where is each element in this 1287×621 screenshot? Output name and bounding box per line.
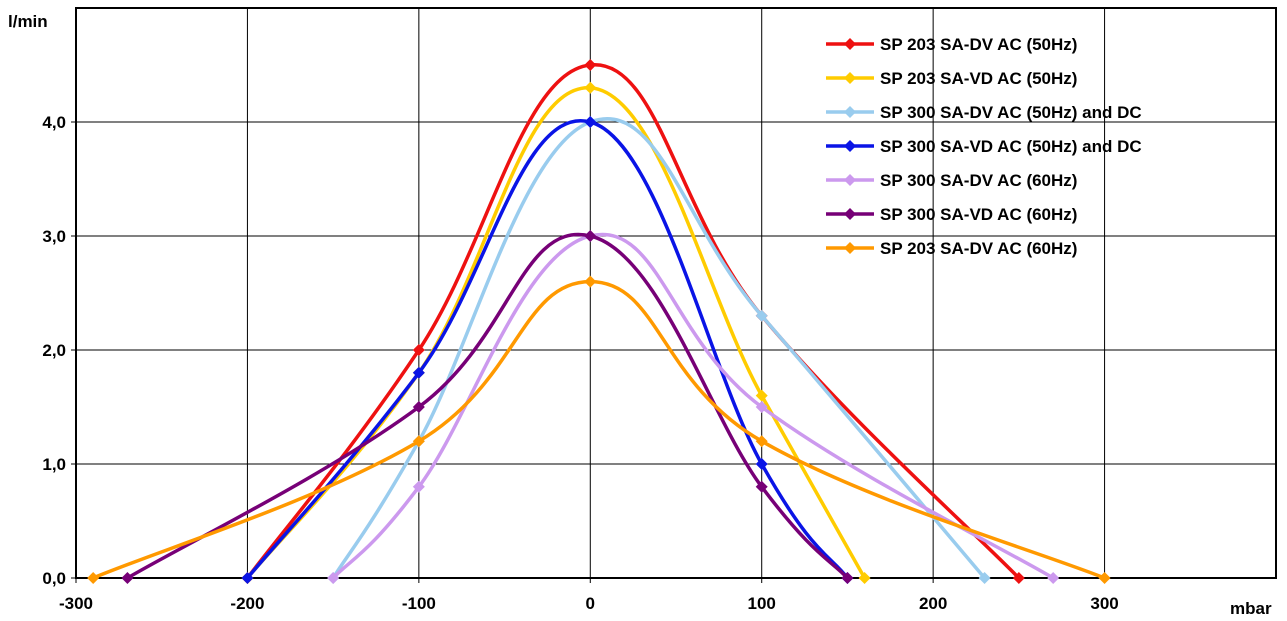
x-axis-unit: mbar (1230, 599, 1272, 618)
legend-label: SP 203 SA-VD AC (50Hz) (880, 69, 1077, 88)
data-point-marker (755, 389, 768, 402)
data-point-marker (1012, 572, 1025, 584)
legend-label: SP 203 SA-DV AC (50Hz) (880, 35, 1077, 54)
y-tick-label: 1,0 (42, 455, 66, 474)
data-series (87, 59, 1111, 584)
x-tick-label: -100 (402, 594, 436, 613)
legend-marker (844, 242, 856, 254)
y-tick-label: 4,0 (42, 113, 66, 132)
series-path (126, 232, 849, 580)
legend-item: SP 203 SA-VD AC (50Hz) (826, 69, 1077, 88)
x-tick-label: 100 (748, 594, 776, 613)
x-tick-label: 0 (586, 594, 595, 613)
data-point-marker (241, 572, 254, 584)
series-path (92, 279, 1106, 580)
data-point-marker (755, 480, 768, 493)
series-path (246, 118, 849, 580)
x-tick-label: 300 (1090, 594, 1118, 613)
legend-marker (844, 106, 856, 118)
data-point-marker (121, 572, 134, 584)
series-path (331, 232, 1055, 580)
y-tick-label: 3,0 (42, 227, 66, 246)
data-point-marker (755, 309, 768, 322)
plot-area-border (75, 7, 1277, 579)
legend-item: SP 300 SA-DV AC (50Hz) and DC (826, 103, 1142, 122)
y-tick-label: 2,0 (42, 341, 66, 360)
legend-label: SP 300 SA-DV AC (60Hz) (880, 171, 1077, 190)
series-path (246, 86, 867, 580)
series-line (327, 230, 1060, 584)
legend-marker (844, 208, 856, 220)
y-tick-label: 0,0 (42, 569, 66, 588)
legend-label: SP 300 SA-DV AC (50Hz) and DC (880, 103, 1142, 122)
data-point-marker (1098, 572, 1111, 584)
legend-marker (844, 38, 856, 50)
legend-item: SP 300 SA-VD AC (50Hz) and DC (826, 137, 1142, 156)
data-point-marker (584, 81, 597, 94)
data-point-marker (412, 401, 425, 413)
grid-lines (71, 8, 1276, 583)
data-point-marker (412, 344, 425, 356)
data-point-marker (1047, 572, 1060, 584)
series-path (331, 117, 986, 580)
data-point-marker (755, 435, 768, 448)
x-axis-tick-labels: -300 -200 -100 0 100 200 300 (59, 594, 1119, 613)
data-point-marker (87, 572, 100, 584)
legend-label: SP 300 SA-VD AC (50Hz) and DC (880, 137, 1142, 156)
data-point-marker (584, 275, 597, 288)
y-axis-tick-labels: 0,0 1,0 2,0 3,0 4,0 (42, 113, 66, 588)
series-line (87, 275, 1111, 584)
series-line (121, 230, 854, 584)
legend-item: SP 300 SA-DV AC (60Hz) (826, 171, 1077, 190)
data-point-marker (327, 572, 340, 584)
legend-marker (844, 72, 856, 84)
legend-marker (844, 140, 856, 152)
legend-item: SP 300 SA-VD AC (60Hz) (826, 205, 1077, 224)
data-point-marker (755, 401, 768, 413)
legend-label: SP 300 SA-VD AC (60Hz) (880, 205, 1077, 224)
data-point-marker (412, 366, 425, 379)
data-point-marker (584, 230, 597, 242)
data-point-marker (858, 572, 871, 584)
data-point-marker (978, 572, 991, 584)
data-point-marker (584, 59, 597, 71)
legend-item: SP 203 SA-DV AC (60Hz) (826, 239, 1077, 258)
data-point-marker (584, 116, 597, 128)
data-point-marker (412, 480, 425, 493)
x-tick-label: -300 (59, 594, 93, 613)
data-point-marker (412, 435, 425, 448)
data-point-marker (841, 572, 854, 584)
legend-label: SP 203 SA-DV AC (60Hz) (880, 239, 1077, 258)
legend: SP 203 SA-DV AC (50Hz) SP 203 SA-VD AC (5… (826, 35, 1142, 258)
legend-item: SP 203 SA-DV AC (50Hz) (826, 35, 1077, 54)
y-axis-unit: l/min (8, 12, 48, 31)
x-tick-label: -200 (230, 594, 264, 613)
data-point-marker (755, 458, 768, 470)
x-tick-label: 200 (919, 594, 947, 613)
legend-marker (844, 174, 856, 186)
